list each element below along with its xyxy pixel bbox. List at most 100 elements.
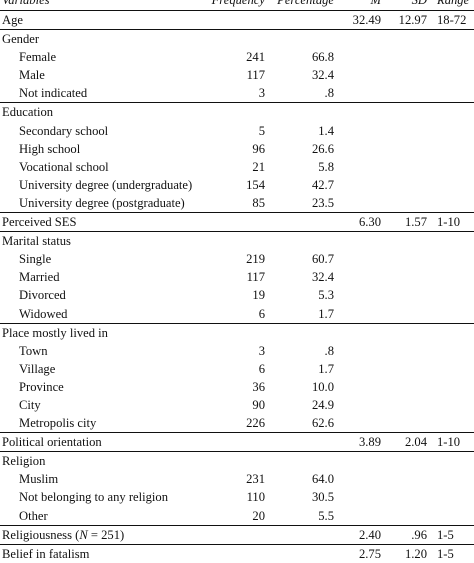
row-sd — [383, 414, 429, 433]
row-label: Metropolis city — [19, 416, 97, 431]
row-mean — [336, 232, 383, 251]
table-row: Not belonging to any religion 110 30.5 — [0, 488, 474, 506]
row-label: Other — [19, 508, 48, 523]
table-row: Metropolis city 226 62.6 — [0, 414, 474, 433]
row-percentage — [267, 544, 336, 563]
row-mean — [336, 452, 383, 471]
row-frequency — [200, 30, 267, 49]
row-range: 1-5 — [437, 546, 454, 561]
row-mean — [336, 488, 383, 506]
row-percentage: 1.7 — [318, 361, 334, 376]
row-frequency: 110 — [246, 490, 265, 505]
row-mean: 2.75 — [358, 546, 381, 561]
table-row: Town 3 .8 — [0, 342, 474, 360]
row-range — [429, 103, 474, 122]
row-percentage: 32.4 — [311, 270, 334, 285]
row-mean — [336, 378, 383, 396]
row-sd: .96 — [411, 527, 427, 542]
table-row: Married 117 32.4 — [0, 268, 474, 286]
row-sd — [383, 158, 429, 176]
row-range — [429, 250, 474, 268]
row-range: 1-10 — [437, 435, 461, 450]
row-range — [429, 360, 474, 378]
row-mean: 32.49 — [352, 13, 381, 27]
row-label: Male — [19, 68, 45, 83]
row-label: Muslim — [19, 472, 59, 487]
row-percentage: 10.0 — [311, 379, 334, 394]
row-percentage: 66.8 — [311, 50, 334, 65]
row-sd — [383, 360, 429, 378]
table-row: Not indicated 3 .8 — [0, 84, 474, 103]
row-percentage: 64.0 — [311, 472, 334, 487]
row-label: Village — [19, 361, 56, 376]
row-sd — [383, 396, 429, 414]
row-range: 1-5 — [437, 527, 454, 542]
row-range: 18-72 — [437, 13, 467, 27]
row-percentage: 42.7 — [311, 177, 334, 192]
row-range: 1-10 — [437, 215, 461, 230]
row-frequency: 117 — [246, 270, 265, 285]
row-mean — [336, 323, 383, 342]
row-mean — [336, 342, 383, 360]
row-mean — [336, 103, 383, 122]
header-percentage: Percentage — [277, 0, 334, 8]
header-frequency: Frequency — [211, 0, 265, 8]
row-label: Not belonging to any religion — [19, 490, 169, 505]
header-mean: M — [370, 0, 382, 8]
row-frequency — [200, 11, 267, 30]
table-header-row: Variables Frequency Percentage M SD Rang… — [0, 0, 474, 11]
row-range — [429, 323, 474, 342]
header-sd: SD — [411, 0, 427, 8]
row-percentage: 23.5 — [311, 195, 334, 210]
row-label: Belief in fatalism — [2, 546, 90, 561]
row-range — [429, 66, 474, 84]
row-sd — [383, 378, 429, 396]
row-frequency — [200, 103, 267, 122]
row-frequency: 21 — [252, 159, 265, 174]
row-mean — [336, 286, 383, 304]
row-range — [429, 396, 474, 414]
row-frequency — [200, 232, 267, 251]
row-sd — [383, 286, 429, 304]
row-percentage: 26.6 — [311, 141, 334, 156]
row-sd: 1.57 — [404, 215, 427, 230]
table-row: Age 32.49 12.97 18-72 — [0, 11, 474, 30]
table-row: Village 6 1.7 — [0, 360, 474, 378]
table-row: Religiousness (N = 251) 2.40 .96 1-5 — [0, 525, 474, 544]
table-row: Gender — [0, 29, 474, 49]
row-label: Marital status — [2, 234, 71, 249]
row-range — [429, 414, 474, 433]
row-mean — [336, 176, 383, 194]
row-sd — [383, 103, 429, 122]
row-mean — [336, 268, 383, 286]
row-range — [429, 268, 474, 286]
row-sd: 2.04 — [404, 435, 427, 450]
row-mean — [336, 396, 383, 414]
row-sd — [383, 30, 429, 49]
row-range — [429, 158, 474, 176]
row-range — [429, 286, 474, 304]
row-sd: 12.97 — [398, 13, 427, 27]
row-percentage — [267, 213, 336, 232]
table-row: Muslim 231 64.0 — [0, 470, 474, 488]
row-frequency: 226 — [246, 416, 265, 431]
row-mean — [336, 194, 383, 213]
row-percentage — [267, 30, 336, 49]
row-range — [429, 194, 474, 213]
row-mean — [336, 305, 383, 324]
row-label: Widowed — [19, 306, 68, 321]
header-variables: Variables — [2, 0, 50, 8]
row-range — [429, 452, 474, 471]
row-frequency: 19 — [252, 288, 265, 303]
row-range — [429, 470, 474, 488]
table-row: Widowed 6 1.7 — [0, 305, 474, 324]
row-percentage: 62.6 — [311, 416, 334, 431]
row-frequency: 96 — [252, 141, 265, 156]
row-mean — [336, 84, 383, 103]
table-row: Other 20 5.5 — [0, 507, 474, 526]
row-frequency: 6 — [258, 306, 265, 321]
row-sd: 1.20 — [404, 546, 427, 561]
row-percentage: .8 — [324, 86, 334, 101]
row-sd — [383, 305, 429, 324]
